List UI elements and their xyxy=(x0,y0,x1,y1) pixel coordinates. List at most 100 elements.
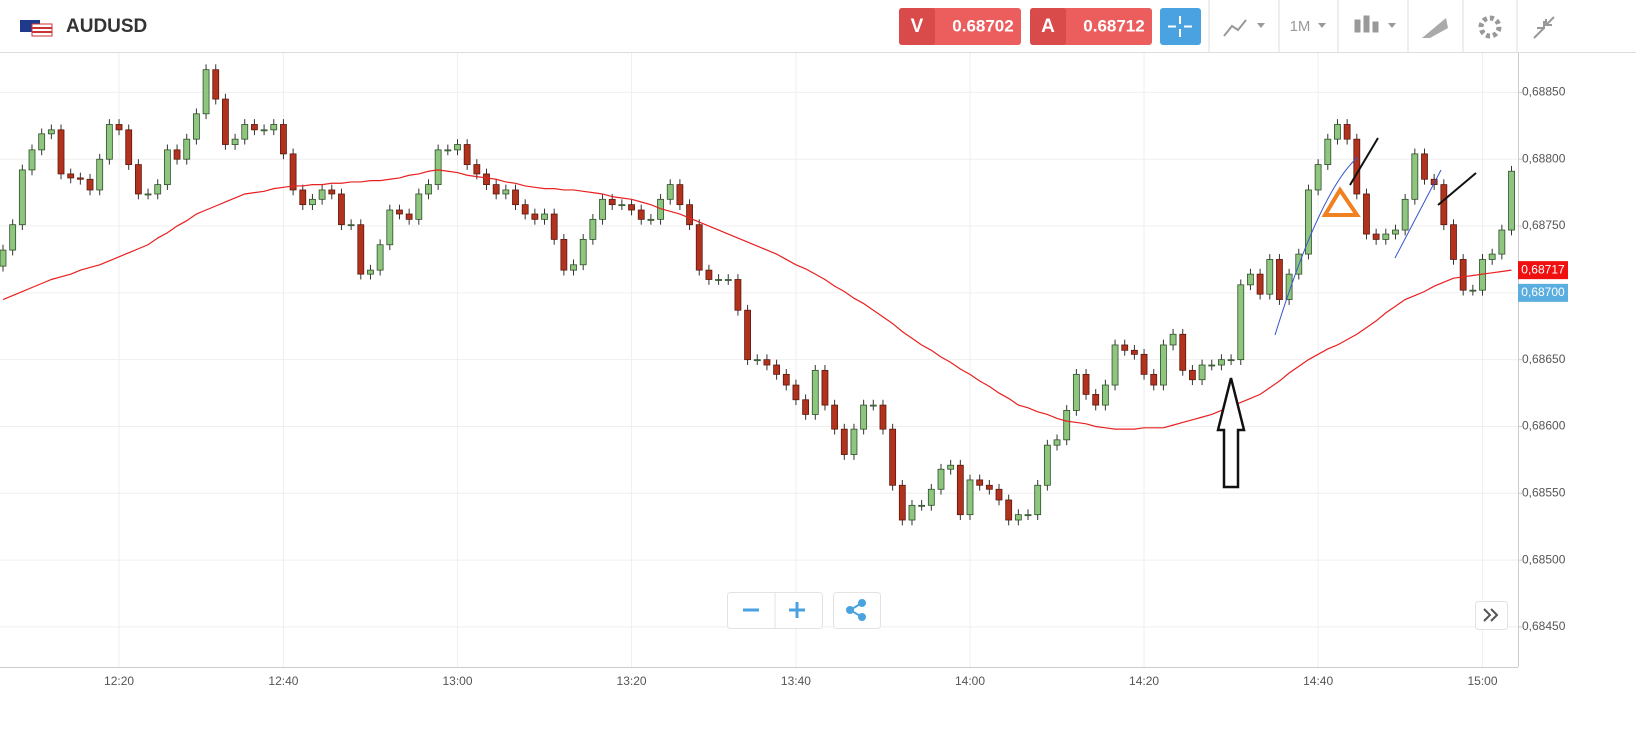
x-tick-label: 14:20 xyxy=(1129,674,1159,688)
candle-body xyxy=(1276,259,1283,300)
candle-body xyxy=(637,209,645,220)
x-tick-label: 12:20 xyxy=(104,674,134,688)
candle-body xyxy=(1324,138,1332,165)
candle-body xyxy=(1305,189,1312,255)
buy-letter[interactable]: A xyxy=(1041,16,1055,37)
candle-body xyxy=(502,189,510,195)
collapse-button[interactable] xyxy=(1533,16,1555,39)
candle-body xyxy=(396,209,403,215)
price-marker-label: 0,68717 xyxy=(1521,262,1565,276)
candle-body xyxy=(647,218,655,221)
timeframe-button[interactable]: 1M xyxy=(1290,18,1311,35)
candle-body xyxy=(1179,333,1187,371)
candle-body xyxy=(405,213,413,220)
candle-body xyxy=(1334,124,1341,140)
candle-body xyxy=(1508,170,1515,231)
y-tick-label: 0,68550 xyxy=(1522,485,1566,499)
drawing-button[interactable] xyxy=(1422,18,1448,38)
candle-body xyxy=(1266,259,1274,295)
candle-body xyxy=(724,279,732,281)
candle-body xyxy=(134,164,142,195)
candle-body xyxy=(541,213,548,220)
candle-body xyxy=(782,373,790,386)
y-tick-label: 0,68500 xyxy=(1522,552,1566,566)
candle-body xyxy=(550,213,558,240)
candle-body xyxy=(570,264,577,271)
candle-body xyxy=(1208,364,1216,367)
zoom-in[interactable] xyxy=(789,602,805,618)
buy-button[interactable]: A 0.68712 xyxy=(1030,8,1152,45)
timeframe-caret xyxy=(1318,23,1326,28)
candle-body xyxy=(869,404,877,407)
candle-body xyxy=(105,124,113,160)
candle-body xyxy=(222,98,229,145)
scroll-end-icon xyxy=(1483,608,1499,622)
candle-body xyxy=(434,149,442,186)
candle-body xyxy=(270,124,278,131)
x-tick-label: 13:40 xyxy=(781,674,811,688)
candle-body xyxy=(831,404,839,430)
candle-body xyxy=(1382,233,1390,240)
candle-body xyxy=(734,279,742,311)
candle-body xyxy=(918,504,926,507)
candle-body xyxy=(676,184,684,206)
x-tick-label: 13:20 xyxy=(617,674,647,688)
candle-body xyxy=(1237,284,1245,361)
candle-body xyxy=(1363,193,1370,235)
crosshair-button[interactable] xyxy=(1160,8,1201,45)
candle-body xyxy=(1401,198,1409,231)
buy-price[interactable]: 0.68712 xyxy=(1083,16,1144,35)
candle-body xyxy=(280,124,287,155)
candle-body xyxy=(589,218,597,240)
candle-body xyxy=(1411,153,1419,200)
candle-body xyxy=(28,149,36,171)
candle-body xyxy=(338,193,345,226)
y-tick-label: 0,68650 xyxy=(1522,352,1566,366)
candle-body xyxy=(1169,333,1177,346)
candle-body xyxy=(753,359,761,362)
candle-body xyxy=(163,149,171,186)
candle-body xyxy=(1005,499,1013,521)
candle-body xyxy=(415,193,423,220)
candle-body xyxy=(666,184,674,200)
trend-line xyxy=(1394,169,1442,259)
x-tick-label: 15:00 xyxy=(1467,674,1497,688)
scroll-end-button[interactable] xyxy=(1475,601,1508,630)
candle-body xyxy=(1072,373,1080,411)
candle-body xyxy=(947,464,955,470)
candle-body xyxy=(347,224,355,227)
chart-type-button[interactable] xyxy=(1223,19,1265,37)
candle-body xyxy=(1218,359,1225,366)
candle-body xyxy=(628,204,635,211)
candle-body xyxy=(173,149,181,160)
candle-body xyxy=(512,189,519,206)
candle-body xyxy=(1256,273,1264,295)
candle-body xyxy=(1392,229,1399,235)
candle-body xyxy=(289,153,297,191)
candle-type-button[interactable] xyxy=(1354,15,1396,33)
candle-body xyxy=(850,428,858,455)
candle-body xyxy=(715,279,722,281)
candle-body xyxy=(96,158,104,191)
sell-price[interactable]: 0.68702 xyxy=(952,16,1013,35)
candle-body xyxy=(1488,253,1496,260)
candle-body xyxy=(202,69,210,115)
candle-body xyxy=(463,144,471,165)
settings-button[interactable] xyxy=(1478,15,1502,39)
candle-body xyxy=(454,144,461,151)
symbol[interactable]: AUDUSD xyxy=(66,16,147,37)
candle-body xyxy=(492,184,500,195)
pen-stroke xyxy=(1437,172,1477,206)
candle-body xyxy=(260,129,268,132)
y-tick-label: 0,68850 xyxy=(1522,85,1566,99)
sell-button[interactable]: V 0.68702 xyxy=(899,8,1021,45)
candle-body xyxy=(1343,124,1351,140)
trend-line xyxy=(1274,156,1359,336)
sell-letter[interactable]: V xyxy=(911,16,924,37)
price-marker xyxy=(1518,261,1568,280)
share-button[interactable] xyxy=(846,599,866,621)
candle-body xyxy=(0,249,7,267)
candle-body xyxy=(57,129,65,175)
